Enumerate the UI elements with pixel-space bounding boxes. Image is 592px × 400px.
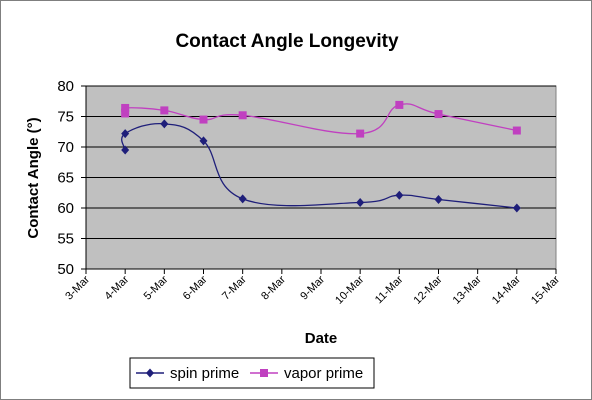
- series-spin-prime: [121, 119, 521, 213]
- data-point: [199, 136, 208, 146]
- data-point: [199, 115, 208, 124]
- x-tick-label: 8-Mar: [259, 273, 288, 302]
- y-axis-ticks: 50 55 60 65 70 75 80: [57, 78, 86, 278]
- x-tick-label: 10-Mar: [333, 273, 366, 306]
- series-line: [121, 103, 517, 135]
- y-tick-label: 55: [57, 231, 74, 248]
- x-tick-label: 15-Mar: [529, 273, 562, 306]
- legend-label: spin prime: [170, 365, 239, 382]
- x-tick-label: 4-Mar: [102, 273, 131, 302]
- x-tick-label: 14-Mar: [490, 273, 523, 306]
- chart-title: Contact Angle Longevity: [175, 31, 399, 52]
- data-point: [356, 198, 365, 208]
- data-point: [434, 194, 443, 204]
- data-point: [238, 111, 247, 120]
- x-tick-label: 5-Mar: [142, 273, 171, 302]
- legend-label: vapor prime: [284, 365, 363, 382]
- data-point: [238, 194, 247, 204]
- data-point: [121, 103, 130, 112]
- x-tick-label: 12-Mar: [411, 273, 444, 306]
- series-layer: [121, 100, 521, 213]
- data-point: [160, 106, 169, 115]
- data-point: [434, 110, 443, 119]
- data-point: [160, 119, 169, 129]
- legend-marker: [146, 368, 154, 378]
- data-point: [512, 126, 521, 135]
- y-tick-label: 80: [57, 78, 74, 95]
- data-point: [356, 129, 365, 138]
- y-axis-title: Contact Angle (°): [25, 117, 42, 238]
- x-axis-title: Date: [305, 330, 338, 347]
- data-point: [512, 203, 521, 213]
- x-tick-label: 13-Mar: [451, 273, 484, 306]
- x-tick-label: 9-Mar: [298, 273, 327, 302]
- y-tick-label: 75: [57, 109, 74, 126]
- data-point: [121, 109, 130, 118]
- y-tick-label: 50: [57, 261, 74, 278]
- y-tick-label: 60: [57, 200, 74, 217]
- data-point: [395, 100, 404, 109]
- legend-item: spin prime: [136, 365, 239, 382]
- x-tick-label: 6-Mar: [181, 273, 210, 302]
- x-tick-label: 7-Mar: [220, 273, 249, 302]
- legend-marker: [260, 369, 268, 377]
- legend-item: vapor prime: [250, 365, 363, 382]
- x-axis-ticks: 3-Mar 4-Mar 5-Mar 6-Mar 7-Mar 8-Mar 9-Mar 10-Ma…: [63, 269, 562, 307]
- y-tick-label: 70: [57, 139, 74, 156]
- y-tick-label: 65: [57, 170, 74, 187]
- x-tick-label: 11-Mar: [373, 273, 406, 306]
- series-vapor-prime: [121, 100, 521, 138]
- data-point: [121, 129, 130, 139]
- data-point: [121, 145, 130, 155]
- legend: spin prime vapor prime: [129, 357, 375, 389]
- data-point: [395, 190, 404, 200]
